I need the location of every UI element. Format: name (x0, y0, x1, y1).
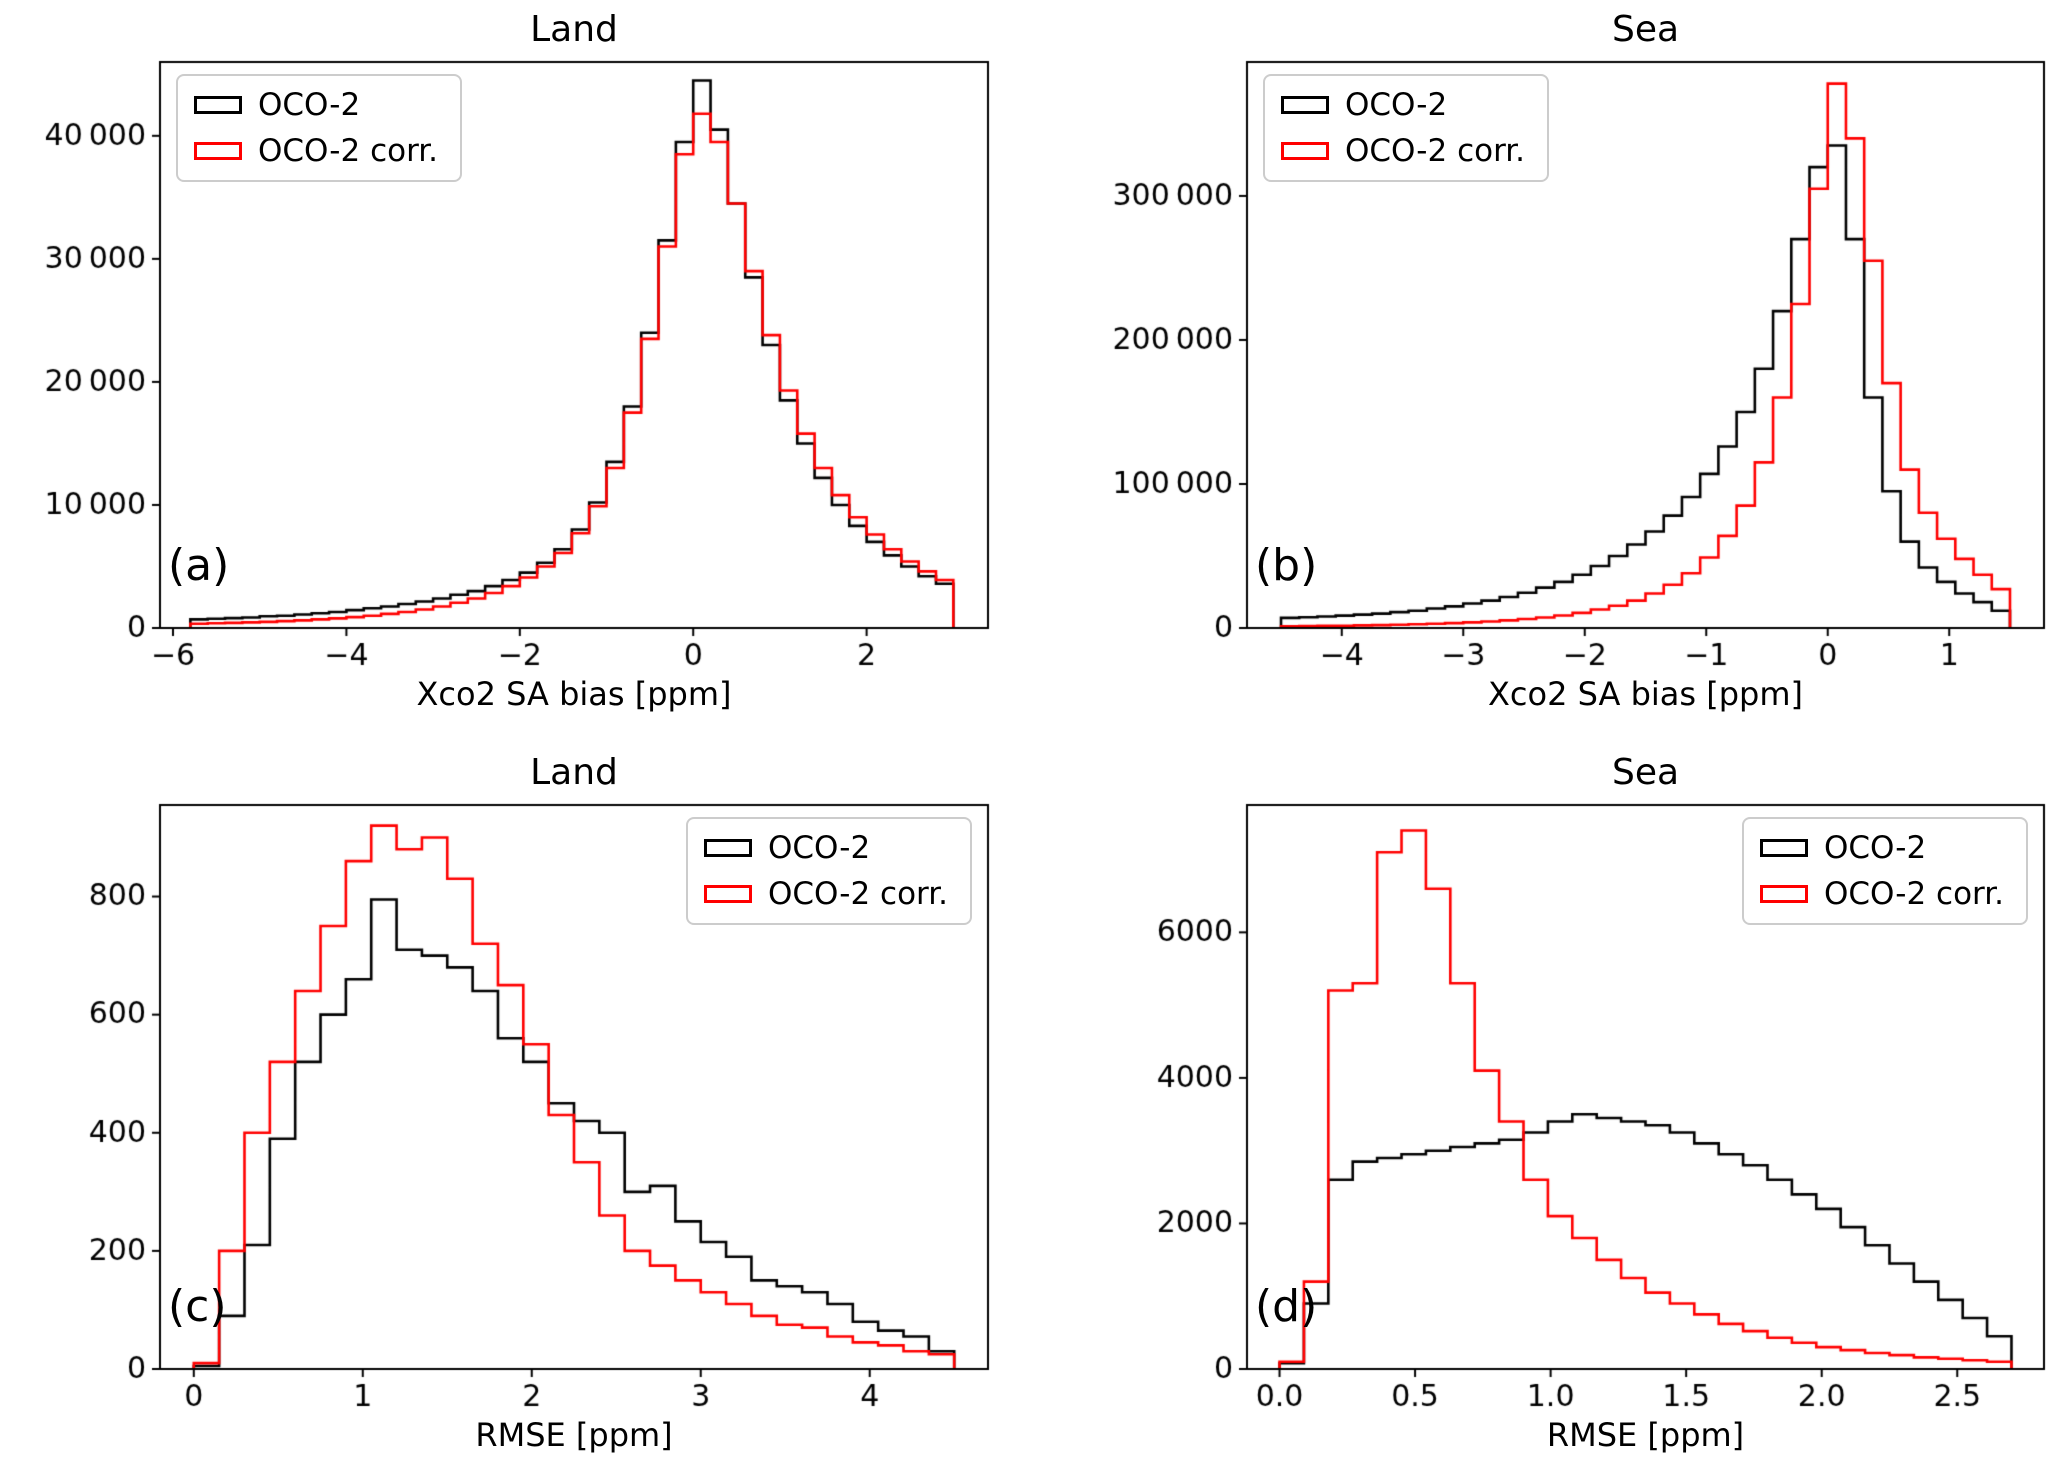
histogram-canvas-a (0, 0, 1033, 729)
x-axis-label: RMSE [ppm] (475, 1416, 673, 1454)
legend: OCO-2 OCO-2 corr. (176, 74, 463, 182)
oco2-line-swatch (1281, 96, 1329, 114)
panel-letter: (b) (1255, 540, 1318, 591)
panel-letter: (a) (168, 540, 230, 591)
legend-entry-oco2-corr: OCO-2 corr. (703, 876, 948, 912)
legend-label: OCO-2 (1345, 87, 1448, 123)
oco2-corr-line-swatch (1281, 142, 1329, 160)
oco2-corr-line-swatch (194, 142, 242, 160)
legend-label: OCO-2 corr. (1345, 133, 1526, 169)
histogram-canvas-b (1034, 0, 2067, 729)
panel-title: Land (530, 752, 618, 793)
legend: OCO-2 OCO-2 corr. (1263, 74, 1550, 182)
legend-label: OCO-2 corr. (258, 133, 439, 169)
legend-label: OCO-2 (767, 830, 871, 866)
legend-entry-oco2-corr: OCO-2 corr. (1281, 134, 1525, 168)
oco2-line-swatch (703, 839, 752, 857)
legend-entry-oco2: OCO-2 (1281, 88, 1525, 122)
legend-entry-oco2: OCO-2 (703, 830, 948, 866)
oco2-line-swatch (194, 96, 242, 114)
legend: OCO-2 OCO-2 corr. (1741, 817, 2028, 925)
legend-entry-oco2: OCO-2 (1759, 830, 2004, 866)
legend-label: OCO-2 (1823, 830, 1927, 866)
panel-title: Sea (1611, 752, 1680, 793)
legend-entry-oco2-corr: OCO-2 corr. (1759, 876, 2004, 912)
legend-label: OCO-2 corr. (767, 876, 948, 912)
legend: OCO-2 OCO-2 corr. (685, 817, 972, 925)
x-axis-label: Xco2 SA bias [ppm] (1487, 675, 1803, 713)
legend-label: OCO-2 (258, 87, 361, 123)
legend-label: OCO-2 corr. (1823, 876, 2004, 912)
legend-entry-oco2: OCO-2 (194, 88, 438, 122)
panel-d: Sea RMSE [ppm] (d) OCO-2 OCO-2 corr. (1034, 729, 2067, 1458)
legend-entry-oco2-corr: OCO-2 corr. (194, 134, 438, 168)
oco2-corr-line-swatch (703, 885, 752, 903)
panel-a: Land Xco2 SA bias [ppm] (a) OCO-2 OCO-2 … (0, 0, 1033, 729)
oco2-corr-line-swatch (1759, 885, 1808, 903)
x-axis-label: RMSE [ppm] (1546, 1416, 1745, 1454)
panel-b: Sea Xco2 SA bias [ppm] (b) OCO-2 OCO-2 c… (1034, 0, 2067, 729)
x-axis-label: Xco2 SA bias [ppm] (416, 675, 732, 713)
oco2-line-swatch (1759, 839, 1808, 857)
panel-c: Land RMSE [ppm] (c) OCO-2 OCO-2 corr. (0, 729, 1033, 1458)
panel-title: Land (530, 9, 618, 50)
panel-letter: (c) (168, 1281, 227, 1332)
panel-letter: (d) (1255, 1281, 1318, 1332)
panel-title: Sea (1611, 9, 1680, 50)
